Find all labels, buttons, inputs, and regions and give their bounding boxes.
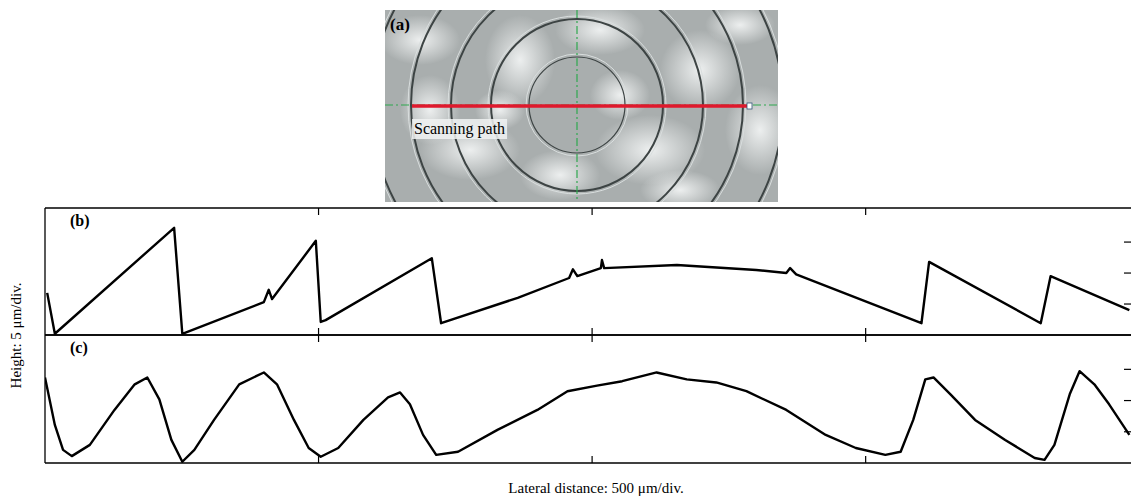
x-tick [865, 328, 866, 335]
path-end-marker [747, 103, 752, 109]
panel-label: (a) [390, 15, 410, 34]
x-axis-title: Lateral distance: 500 μm/div. [508, 480, 683, 496]
profile-panel: (c) [45, 335, 1131, 463]
annotation-background [412, 119, 507, 139]
panel-label: (c) [70, 339, 88, 357]
x-tick [592, 456, 593, 463]
scanning-path [412, 104, 749, 108]
x-axis-line [45, 334, 1131, 335]
profile-line [47, 228, 1129, 334]
y-tick [1124, 241, 1131, 242]
y-axis-line [44, 208, 45, 335]
x-tick [318, 335, 319, 342]
panel-label: (b) [70, 212, 90, 230]
y-tick [1124, 303, 1131, 304]
frame-top [45, 207, 1131, 208]
x-tick [592, 335, 593, 342]
ring-highlight [385, 10, 778, 202]
x-axis-line [45, 462, 1131, 463]
y-tick [1124, 272, 1131, 273]
x-tick [318, 208, 319, 215]
x-tick [865, 335, 866, 342]
photo-texture [640, 170, 720, 202]
x-tick [318, 328, 319, 335]
x-tick [318, 456, 319, 463]
crosshair-horizontal [385, 104, 778, 105]
frame-top [45, 334, 1131, 335]
y-tick [1124, 369, 1131, 370]
x-tick [592, 208, 593, 215]
x-tick [865, 208, 866, 215]
profile-line [45, 371, 1129, 462]
y-axis-title: Height: 5 μm/div. [8, 283, 24, 389]
photo [385, 10, 778, 202]
profile-panel: (b) [45, 208, 1131, 335]
y-tick [1124, 400, 1131, 401]
ring [385, 10, 778, 202]
annotation: Scanning path [414, 120, 505, 138]
plot-area [47, 228, 1129, 334]
y-axis-line [44, 335, 45, 463]
figure: (a) Scanning path (b) (c) Height: 5 μm/div. L… [0, 0, 1137, 501]
plot-area [45, 371, 1129, 462]
x-tick [592, 328, 593, 335]
x-tick [865, 456, 866, 463]
photo-texture [385, 15, 460, 65]
